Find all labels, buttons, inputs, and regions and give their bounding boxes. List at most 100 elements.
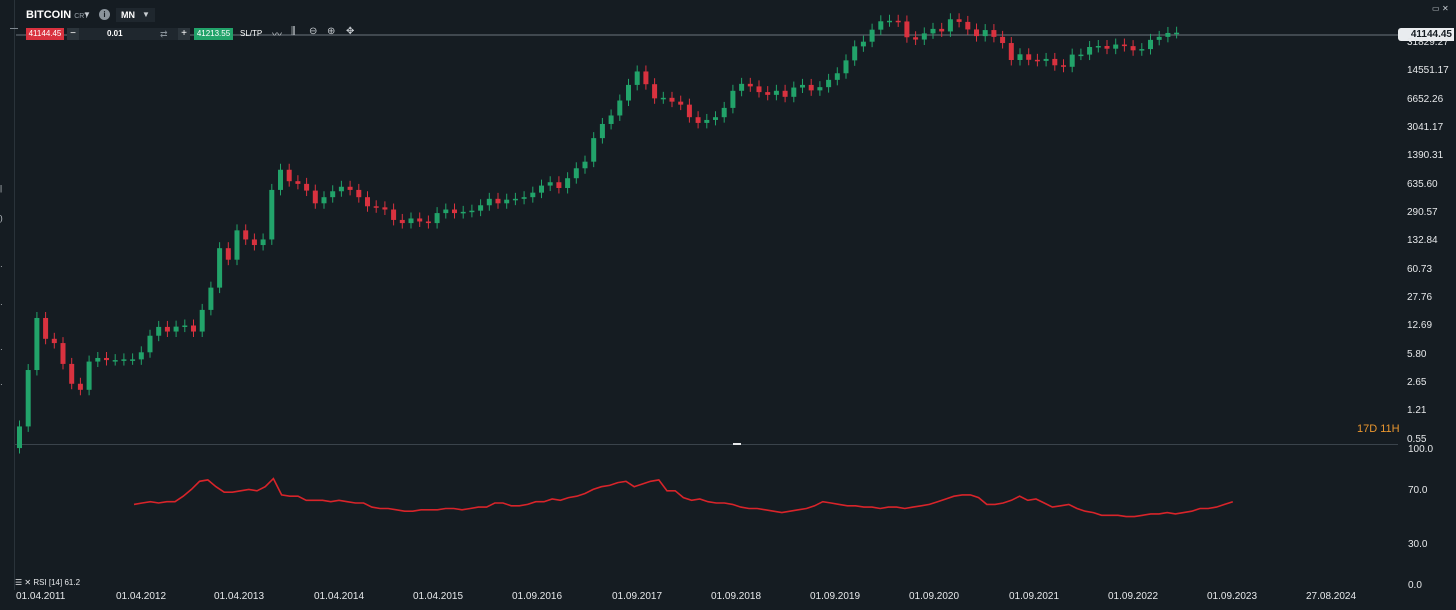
candle-up bbox=[486, 198, 492, 206]
candle-up bbox=[1148, 39, 1153, 50]
candle-down bbox=[69, 363, 75, 384]
candle-up bbox=[947, 19, 953, 32]
decrease-button[interactable]: − bbox=[67, 28, 79, 40]
time-tick-label: 01.09.2022 bbox=[1108, 591, 1159, 602]
price-tick-label: 6652.26 bbox=[1407, 93, 1444, 105]
buy-price-button[interactable]: 41213.55 bbox=[194, 28, 233, 40]
candle-down bbox=[251, 239, 257, 246]
candle-down bbox=[1104, 45, 1110, 49]
candle-up bbox=[460, 211, 466, 214]
candle-up bbox=[591, 138, 597, 162]
swap-icon[interactable]: ⇄ bbox=[160, 29, 168, 39]
candle-down bbox=[373, 206, 379, 208]
info-icon[interactable]: i bbox=[99, 9, 110, 20]
candle-up bbox=[773, 90, 779, 95]
candle-down bbox=[1034, 59, 1040, 62]
sell-price-button[interactable]: 41144.45 bbox=[26, 28, 64, 40]
crosshair-icon[interactable]: ✥ bbox=[346, 26, 355, 37]
candle-up bbox=[921, 33, 927, 40]
candle-up bbox=[1069, 54, 1075, 67]
pane-resize-handle[interactable] bbox=[733, 443, 741, 445]
candle-down bbox=[347, 186, 353, 190]
candle-down bbox=[391, 209, 397, 220]
line-chart-icon[interactable]: 〰 bbox=[272, 30, 282, 41]
candle-up bbox=[582, 161, 588, 169]
candle-down bbox=[782, 90, 788, 97]
candle-up bbox=[1165, 32, 1171, 37]
rsi-tick-label: 70.0 bbox=[1408, 484, 1428, 496]
candle-up bbox=[434, 213, 440, 224]
candle-up bbox=[599, 123, 605, 139]
candles-group bbox=[17, 13, 1180, 454]
candle-down bbox=[60, 343, 66, 364]
rsi-indicator-label[interactable]: ☰ ✕ RSI [14] 61.2 bbox=[15, 578, 81, 587]
left-marker: · bbox=[0, 262, 3, 271]
close-icon[interactable]: ✕ bbox=[1442, 4, 1449, 13]
time-tick-label: 01.04.2015 bbox=[413, 591, 464, 602]
candle-up bbox=[217, 248, 223, 288]
candle-up bbox=[608, 115, 614, 124]
candle-down bbox=[382, 207, 388, 210]
timeframe-select[interactable]: MN ▼ bbox=[116, 8, 155, 22]
candle-up bbox=[1156, 36, 1162, 40]
price-tick-label: 5.80 bbox=[1407, 348, 1427, 360]
zoom-in-icon[interactable]: ⊕ bbox=[327, 26, 336, 37]
candle-up bbox=[95, 357, 101, 362]
candle-up bbox=[269, 189, 275, 240]
quantity-stepper[interactable]: − 0.01 ⇄ + bbox=[67, 28, 190, 40]
time-tick-label: 01.04.2011 bbox=[16, 591, 66, 602]
candle-down bbox=[1121, 44, 1127, 47]
candle-up bbox=[121, 359, 127, 361]
price-tick-label: 3041.17 bbox=[1407, 122, 1444, 133]
candle-down bbox=[556, 182, 562, 188]
minus-icon[interactable] bbox=[10, 28, 18, 29]
candle-up bbox=[17, 426, 22, 449]
increase-button[interactable]: + bbox=[178, 28, 190, 40]
candle-up bbox=[791, 87, 797, 97]
candle-up bbox=[321, 197, 327, 204]
candle-up bbox=[330, 191, 336, 198]
symbol-name[interactable]: BITCOIN CRT bbox=[26, 9, 89, 21]
candle-down bbox=[191, 325, 196, 332]
candle-down bbox=[425, 221, 431, 224]
candle-down bbox=[399, 219, 405, 224]
candle-down bbox=[243, 230, 249, 240]
price-tick-label: 635.60 bbox=[1407, 178, 1438, 190]
rsi-tick-label: 30.0 bbox=[1408, 539, 1428, 551]
candle-up bbox=[626, 84, 631, 101]
candle-up bbox=[660, 97, 666, 100]
time-tick-label: 01.09.2017 bbox=[612, 591, 663, 602]
candle-up bbox=[930, 28, 936, 34]
time-tick-label: 01.09.2021 bbox=[1009, 591, 1060, 602]
candle-up bbox=[512, 198, 518, 201]
price-tick-label: 2.65 bbox=[1407, 377, 1427, 389]
candle-up bbox=[156, 326, 162, 336]
quantity-value[interactable]: 0.01 bbox=[107, 29, 123, 38]
chevron-down-icon[interactable]: ▼ bbox=[83, 10, 91, 19]
candle-up bbox=[713, 117, 718, 120]
price-tick-label: 0.55 bbox=[1407, 434, 1427, 445]
candle-down bbox=[225, 248, 231, 260]
candle-down bbox=[652, 84, 658, 99]
left-marker: | bbox=[0, 184, 3, 193]
indicators-icon[interactable]: ⫼ bbox=[291, 26, 296, 37]
candle-up bbox=[834, 73, 840, 80]
candle-up bbox=[565, 178, 571, 188]
window-icon[interactable]: ▭ bbox=[1432, 4, 1440, 13]
candle-up bbox=[260, 239, 266, 246]
candle-up bbox=[860, 41, 866, 47]
candle-down bbox=[974, 29, 979, 37]
indicator-icon[interactable]: ☰ ✕ bbox=[15, 578, 34, 587]
candle-up bbox=[721, 107, 727, 118]
candle-up bbox=[86, 361, 92, 390]
candle-down bbox=[1026, 54, 1032, 60]
candle-up bbox=[278, 169, 283, 190]
candle-up bbox=[817, 87, 823, 91]
zoom-out-icon[interactable]: ⊖ bbox=[309, 26, 318, 37]
candle-up bbox=[138, 352, 144, 360]
price-tick-label: 14551.17 bbox=[1407, 65, 1449, 77]
time-tick-label: 01.09.2016 bbox=[512, 591, 563, 602]
sltp-button[interactable]: SL/TP bbox=[240, 29, 263, 38]
price-tick-label: 60.73 bbox=[1407, 263, 1433, 275]
